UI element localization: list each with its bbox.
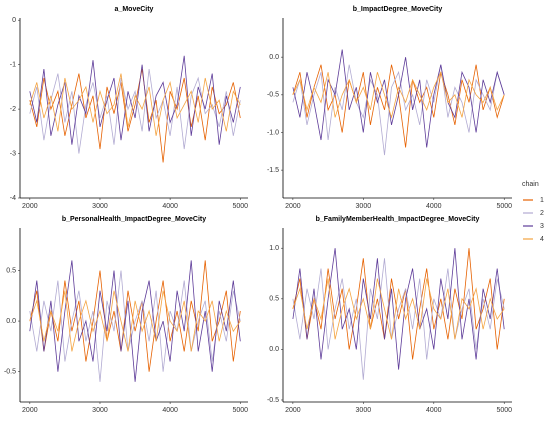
chain-trace [292,248,505,370]
chain-trace [292,70,505,119]
y-tick-label: -3 [10,150,16,157]
legend-label: 3 [540,223,544,230]
y-tick-label: -0.5 [267,92,279,99]
chain-trace [29,69,241,154]
y-tick-label: 0.5 [6,267,16,274]
chain-trace [29,73,241,136]
x-tick-label: 5000 [232,407,248,414]
chain-trace [292,49,505,148]
legend-label: 1 [540,197,544,204]
x-tick-label: 5000 [232,203,248,210]
x-tick-label: 3000 [92,407,108,414]
y-tick-label: 1.0 [269,245,279,252]
y-tick-label: -1 [10,62,16,69]
chain-trace [29,69,241,163]
y-tick-label: -0.5 [267,397,279,404]
x-tick-label: 2000 [285,203,301,210]
y-tick-label: 0.0 [269,54,279,61]
chain-trace [292,278,505,340]
chain-trace [29,290,241,352]
chain-trace [292,248,505,360]
x-tick-label: 2000 [22,203,38,210]
y-tick-label: -2 [10,106,16,113]
legend-title: chain [522,181,539,188]
chain-trace [292,258,505,380]
x-tick-label: 4000 [162,203,178,210]
x-tick-label: 4000 [426,203,442,210]
chain-trace [292,64,505,156]
legend-label: 4 [540,236,544,243]
x-tick-label: 5000 [496,407,512,414]
x-tick-label: 2000 [22,407,38,414]
panel-title: b_PersonalHealth_ImpactDegree_MoveCity [62,216,206,223]
chain-trace [29,55,241,145]
y-tick-label: 0.0 [6,318,16,325]
x-tick-label: 5000 [496,203,512,210]
y-tick-label: -0.5 [4,368,16,375]
y-tick-label: 0 [12,17,16,24]
x-tick-label: 4000 [162,407,178,414]
chain-trace [29,260,241,382]
chain-trace [29,270,241,382]
y-tick-label: 0.0 [269,346,279,353]
x-tick-label: 3000 [356,203,372,210]
chain-trace [29,260,241,372]
y-tick-label: -1.0 [267,129,279,136]
panel-title: b_FamilyMemberHealth_ImpactDegree_MoveCi… [316,216,480,223]
x-tick-label: 4000 [426,407,442,414]
panel-title: b_ImpactDegree_MoveCity [353,6,443,13]
x-tick-label: 3000 [356,407,372,414]
y-tick-label: 0.5 [269,296,279,303]
panel-title: a_MoveCity [115,6,154,13]
y-tick-label: -4 [10,195,16,202]
legend-label: 2 [540,210,544,217]
x-tick-label: 3000 [92,203,108,210]
y-tick-label: -1.5 [267,167,279,174]
x-tick-label: 2000 [285,407,301,414]
